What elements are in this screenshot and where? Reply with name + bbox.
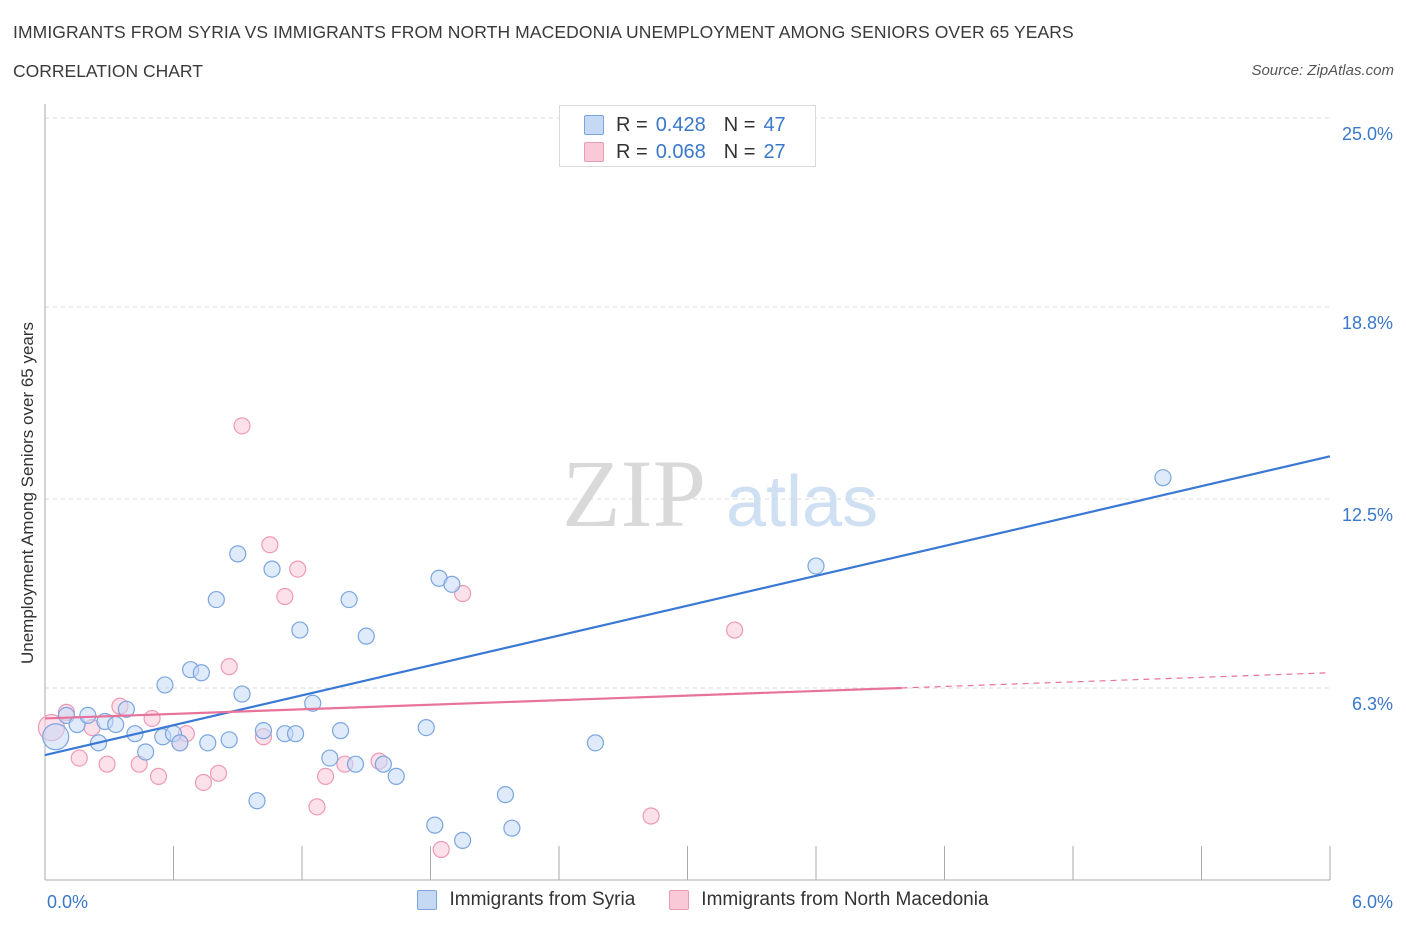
legend-item-macedonia[interactable]: Immigrants from North Macedonia (669, 889, 989, 911)
grid-lines (45, 117, 1330, 689)
syria-point-32 (357, 627, 375, 645)
syria-point-27 (304, 694, 322, 712)
axes (44, 104, 1331, 881)
syria-point-11 (156, 676, 174, 694)
syria-point-21 (248, 792, 266, 810)
syria-point-22 (254, 722, 273, 740)
syria-point-15 (192, 664, 210, 682)
syria-point-45 (1154, 469, 1172, 487)
stats-row-syria: R = 0.428 N = 47 (584, 112, 786, 138)
stats-legend: R = 0.428 N = 47 R = 0.068 N = 27 (559, 105, 816, 167)
n-label: N = (723, 140, 756, 163)
macedonia-point-26 (726, 621, 744, 639)
syria-legend-swatch (417, 890, 438, 910)
syria-point-13 (171, 734, 189, 752)
macedonia-point-12 (209, 764, 228, 782)
legend-label-syria: Immigrants from Syria (449, 889, 636, 910)
syria-points (42, 109, 1172, 849)
chart-title: IMMIGRANTS FROM SYRIA VS IMMIGRANTS FROM… (13, 22, 1074, 42)
r-label: R = (616, 140, 648, 163)
syria-point-41 (503, 819, 521, 837)
syria-point-42 (586, 734, 605, 752)
macedonia-point-18 (289, 560, 307, 578)
syria-point-39 (454, 831, 472, 849)
macedonia-point-11 (194, 773, 213, 792)
syria-point-9 (137, 743, 155, 761)
syria-point-25 (286, 725, 305, 743)
macedonia-point-7 (143, 709, 161, 728)
syria-point-17 (207, 590, 225, 609)
watermark: ZIP atlas (562, 440, 878, 547)
syria-point-30 (340, 590, 358, 609)
macedonia-trend-extension (901, 672, 1331, 689)
chart-subtitle: CORRELATION CHART (13, 61, 203, 81)
syria-point-18 (220, 731, 238, 749)
y-tick-label-3: 6.3% (1352, 694, 1393, 714)
syria-point-38 (443, 575, 461, 593)
legend-label-macedonia: Immigrants from North Macedonia (701, 889, 989, 910)
tick-labels: 25.0% 18.8% 12.5% 6.3% 0.0% 6.0% (47, 124, 1393, 912)
n-value: 27 (763, 140, 786, 163)
r-value: 0.068 (655, 140, 706, 163)
macedonia-point-16 (261, 536, 279, 554)
n-label: N = (723, 113, 756, 136)
syria-point-35 (417, 718, 435, 737)
macedonia-point-13 (220, 658, 238, 676)
syria-swatch (584, 115, 604, 135)
x-tick-label-max: 6.0% (1352, 892, 1393, 912)
syria-point-0 (42, 723, 70, 751)
syria-point-26 (291, 621, 309, 639)
syria-point-20 (233, 685, 251, 703)
macedonia-legend-swatch (669, 890, 690, 910)
y-tick-label-2: 12.5% (1342, 505, 1393, 525)
macedonia-point-20 (316, 767, 335, 785)
stats-row-macedonia: R = 0.068 N = 27 (584, 139, 786, 165)
macedonia-point-17 (276, 587, 294, 606)
syria-point-7 (117, 700, 135, 718)
syria-point-31 (346, 755, 365, 773)
legend-item-syria[interactable]: Immigrants from Syria (417, 889, 635, 911)
syria-point-3 (79, 706, 97, 725)
y-tick-label-1: 18.8% (1342, 313, 1393, 333)
y-tick-label-0: 25.0% (1342, 124, 1393, 144)
syria-point-34 (387, 767, 405, 785)
syria-point-36 (426, 816, 444, 834)
macedonia-point-2 (70, 749, 88, 767)
r-value: 0.428 (655, 113, 706, 136)
x-tick-label-min: 0.0% (47, 892, 88, 912)
syria-point-28 (321, 749, 339, 767)
watermark-atlas: atlas (726, 462, 878, 542)
syria-trend-line (44, 455, 1331, 757)
syria-point-6 (107, 715, 125, 734)
macedonia-point-8 (149, 767, 168, 785)
syria-point-19 (229, 545, 247, 563)
series-legend: Immigrants from Syria Immigrants from No… (0, 889, 1406, 911)
y-axis-label: Unemployment Among Seniors over 65 years (18, 321, 37, 665)
syria-point-33 (374, 755, 392, 773)
syria-point-40 (496, 786, 515, 804)
source-credit: Source: ZipAtlas.com (1251, 62, 1394, 79)
macedonia-point-14 (233, 417, 251, 435)
syria-point-23 (263, 560, 281, 578)
macedonia-swatch (584, 142, 604, 162)
macedonia-point-4 (98, 755, 116, 773)
r-label: R = (616, 113, 648, 136)
watermark-zip: ZIP (562, 440, 706, 547)
trend-lines (44, 455, 1331, 757)
syria-point-44 (807, 557, 825, 575)
n-value: 47 (763, 113, 786, 136)
macedonia-trend-line (44, 686, 902, 720)
syria-point-29 (331, 722, 350, 740)
syria-point-16 (199, 734, 217, 752)
macedonia-point-19 (308, 798, 326, 816)
macedonia-point-23 (432, 840, 450, 859)
macedonia-point-25 (642, 807, 660, 825)
